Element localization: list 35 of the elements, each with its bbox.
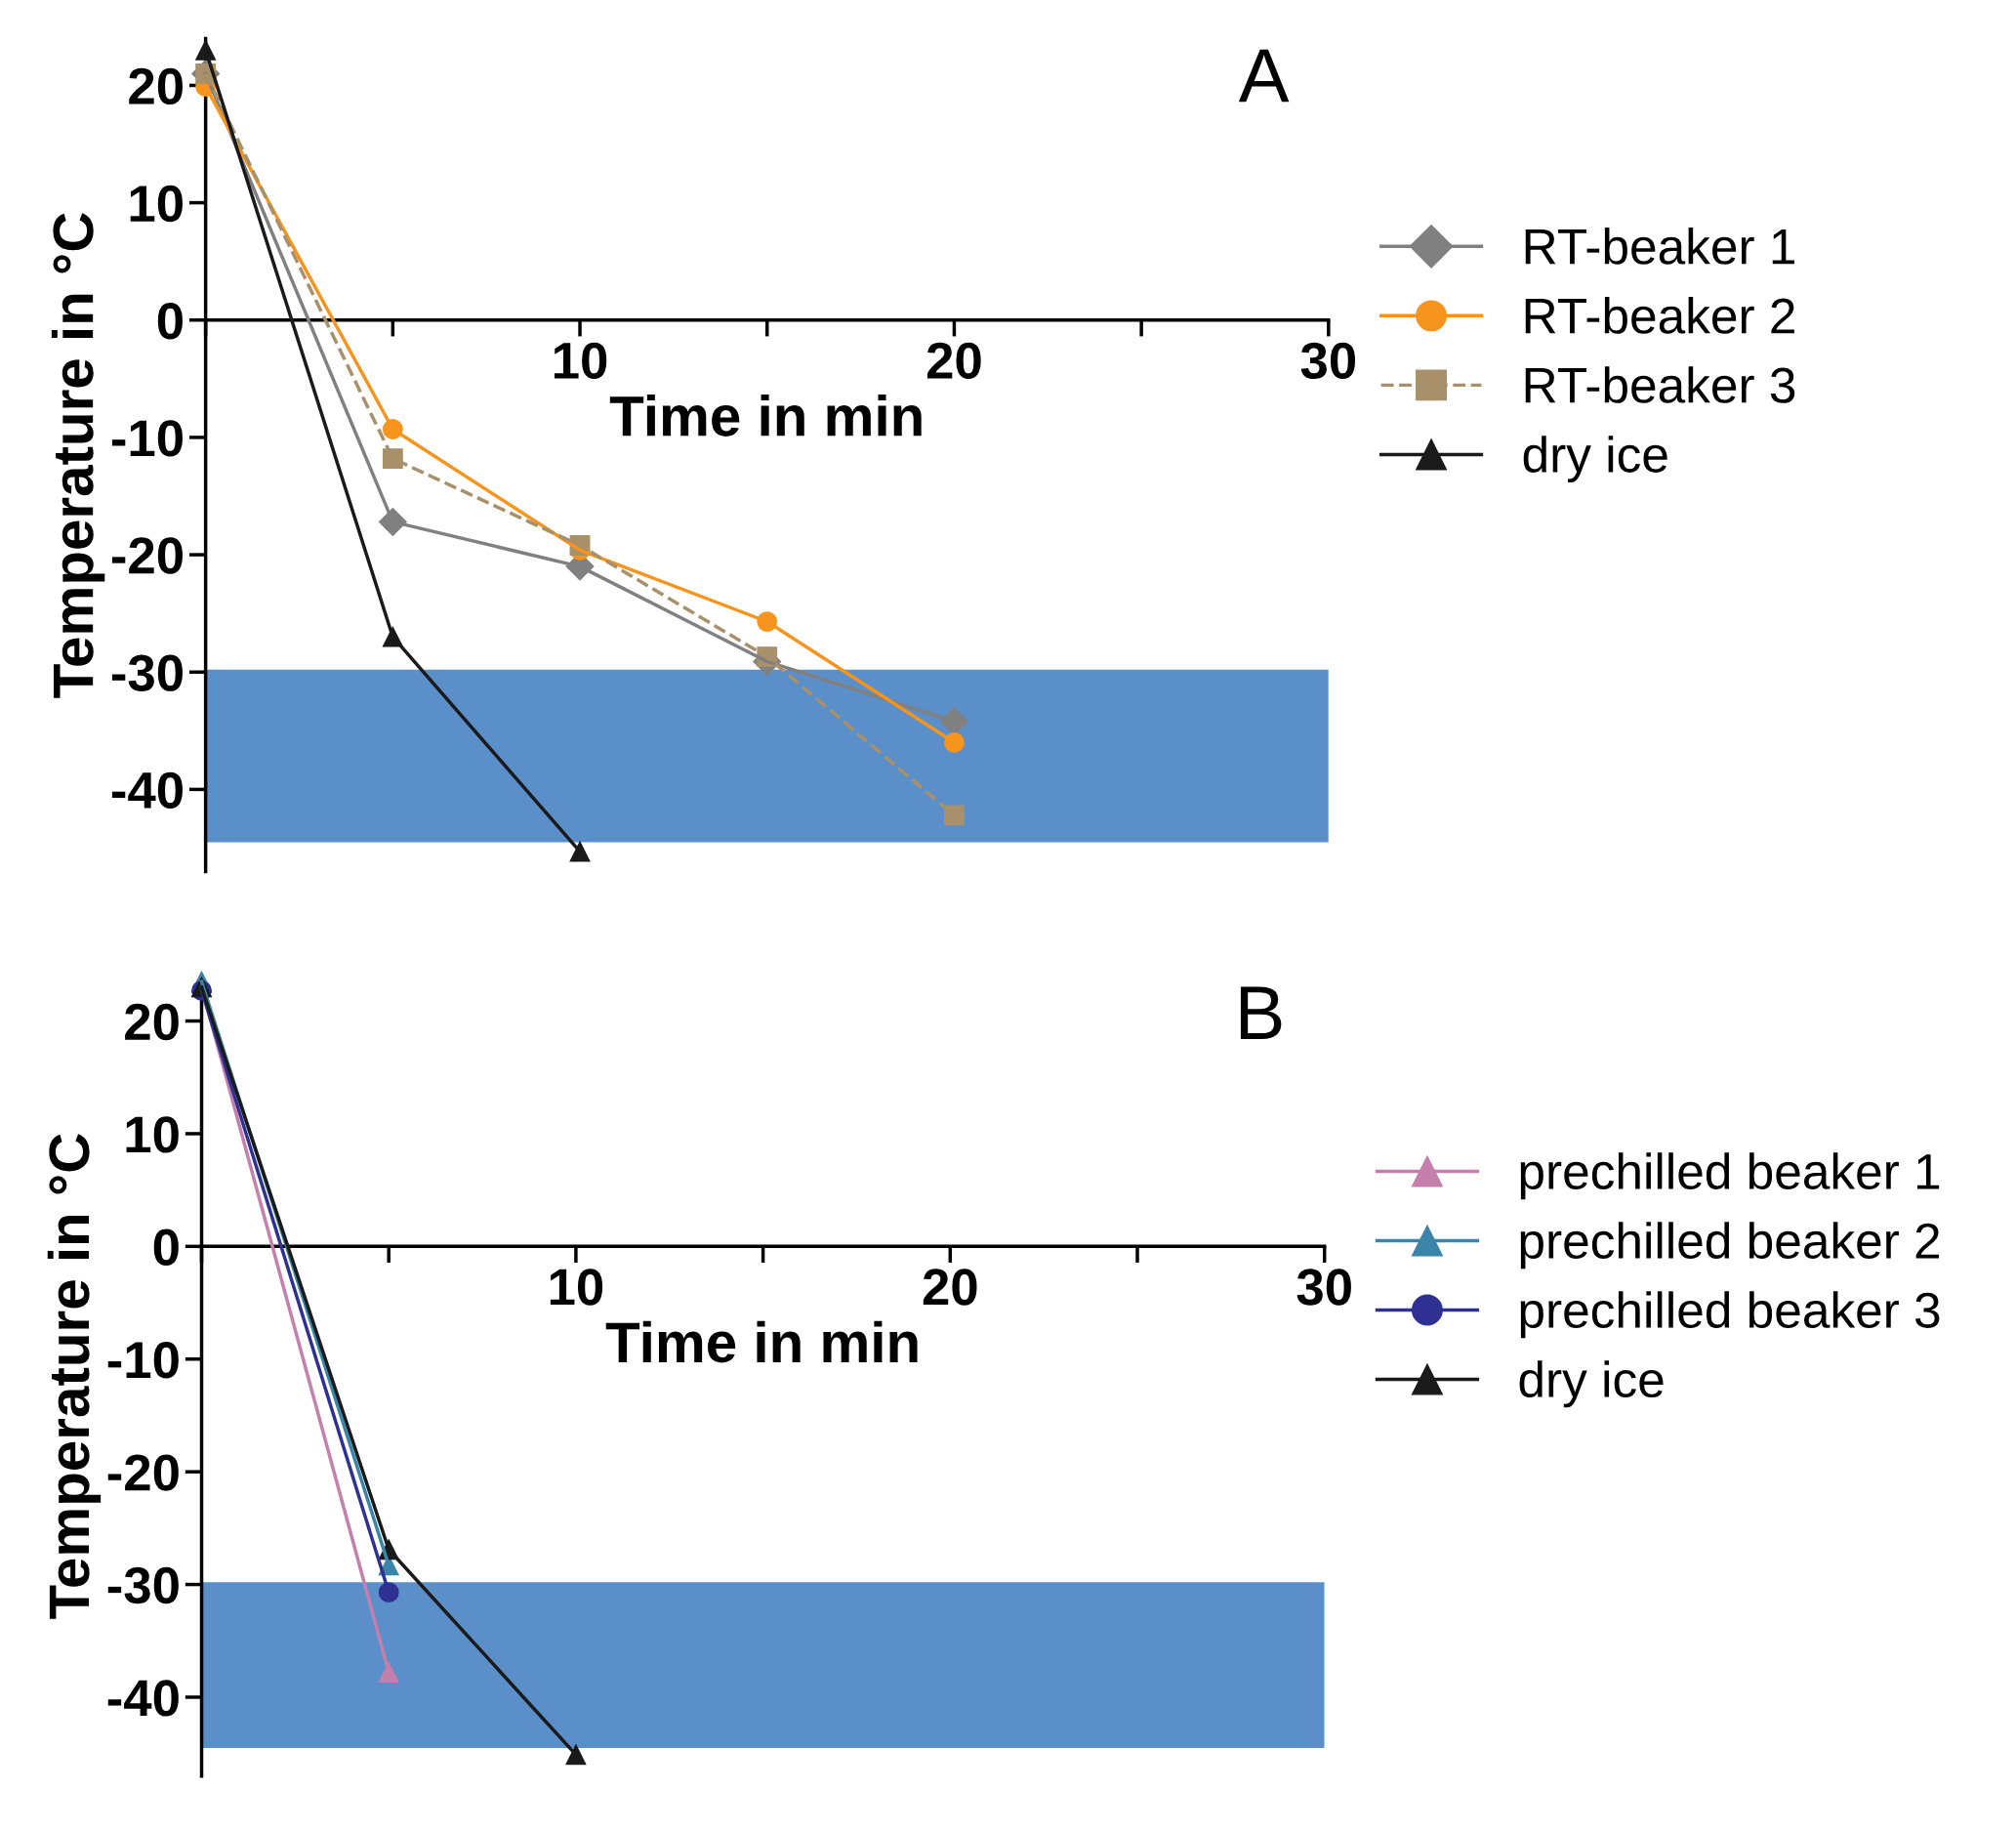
x-tick-label: 20: [923, 1269, 977, 1306]
y-tick-label: -10: [111, 420, 183, 457]
x-tick-label: 10: [555, 342, 607, 380]
y-tick-label: -40: [111, 771, 183, 810]
x-tick-label: 30: [1300, 342, 1356, 380]
legend-label: dry ice: [1523, 436, 1667, 483]
legend-label: prechilled beaker 3: [1520, 1291, 1940, 1339]
x-tick-label: 10: [550, 1269, 603, 1306]
legend-label: prechilled beaker 2: [1520, 1222, 1940, 1269]
annotation: A: [1238, 49, 1290, 103]
point: [944, 805, 965, 826]
y-tick-label: -10: [107, 1342, 179, 1379]
x-tick-label: 30: [1296, 1269, 1351, 1306]
legend-label: dry ice: [1519, 1360, 1664, 1408]
y-axis-title: Temperature in °C: [51, 213, 105, 698]
y-tick-label: -30: [107, 1566, 179, 1604]
legend-label: prechilled beaker 1: [1520, 1152, 1940, 1200]
x-axis-title: Time in min: [609, 395, 922, 437]
y-tick-label: 10: [130, 185, 183, 223]
y-tick-label: 20: [125, 1003, 179, 1041]
y-tick-label: 10: [126, 1116, 179, 1153]
y-tick-label: -20: [111, 537, 183, 574]
y-tick-label: 20: [129, 67, 183, 105]
y-tick-label: -40: [107, 1680, 179, 1717]
y-tick-label: 0: [153, 1228, 179, 1266]
x-axis-title: Time in min: [605, 1320, 918, 1363]
legend-label: RT-beaker 1: [1525, 228, 1794, 265]
y-tick-label: -30: [111, 654, 183, 691]
x-tick-label: 20: [926, 342, 981, 380]
legend-label: RT-beaker 2: [1525, 297, 1794, 334]
annotation: B: [1240, 986, 1282, 1039]
y-axis-title: Temperature in °C: [47, 1134, 102, 1619]
y-tick-label: -20: [107, 1454, 179, 1491]
legend-label: RT-beaker 3: [1525, 366, 1795, 403]
y-tick-label: 0: [157, 303, 183, 340]
